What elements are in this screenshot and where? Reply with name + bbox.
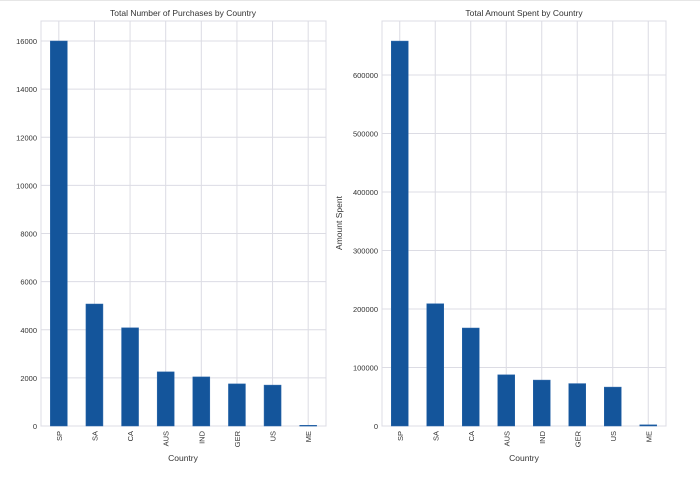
bar-us	[263, 384, 282, 427]
y-tick-label: 14000	[16, 85, 37, 94]
bar-me	[299, 425, 317, 427]
y-axis-label: Amount Spent	[334, 195, 344, 250]
chart-title: Total Number of Purchases by Country	[110, 8, 257, 18]
y-tick-label: 300000	[353, 247, 378, 256]
x-tick-label: GER	[233, 430, 242, 447]
x-tick-label: SA	[431, 431, 440, 441]
bar-ger	[568, 383, 586, 427]
x-tick-label: AUS	[162, 431, 171, 446]
x-tick-label: ME	[304, 431, 313, 442]
y-tick-label: 0	[33, 422, 37, 431]
x-tick-label: SA	[90, 431, 99, 441]
bar-aus	[497, 374, 515, 427]
x-tick-label: CA	[126, 431, 135, 441]
bar-ind	[533, 379, 551, 427]
x-tick-label: US	[269, 431, 278, 441]
chart-purchases: Total Number of Purchases by Country Cou…	[16, 8, 327, 463]
x-axis-label: Country	[168, 453, 199, 463]
bar-sp	[50, 40, 68, 427]
y-tick-label: 4000	[20, 326, 37, 335]
y-tick-label: 0	[374, 422, 378, 431]
chart-title: Total Amount Spent by Country	[465, 8, 583, 18]
bar-ca	[462, 327, 480, 427]
x-tick-label: SP	[396, 431, 405, 441]
y-tick-label: 500000	[353, 130, 378, 139]
x-axis-label: Country	[509, 453, 540, 463]
bar-ind	[192, 376, 211, 427]
grid	[381, 20, 667, 427]
y-tick-label: 200000	[353, 305, 378, 314]
y-tick-label: 100000	[353, 364, 378, 373]
bar-sa	[85, 303, 104, 427]
bar-aus	[156, 371, 175, 427]
bar-us	[604, 386, 622, 427]
plot-frame	[381, 20, 667, 427]
y-tick-label: 400000	[353, 188, 378, 197]
y-tick-label: 16000	[16, 37, 37, 46]
y-tick-label: 10000	[16, 181, 37, 190]
grid	[40, 20, 327, 427]
x-tick-label: GER	[573, 430, 582, 447]
y-tick-label: 12000	[16, 133, 37, 142]
bar-me	[639, 424, 657, 427]
bar-sp	[391, 40, 409, 427]
x-tick-label: IND	[197, 430, 206, 444]
y-tick-label: 600000	[353, 71, 378, 80]
plot-frame	[40, 20, 327, 427]
y-tick-label: 6000	[20, 278, 37, 287]
x-tick-label: SP	[55, 431, 64, 441]
chart-amount-spent: Total Amount Spent by Country Country Am…	[334, 8, 667, 463]
y-tick-label: 2000	[20, 374, 37, 383]
bar-sa	[426, 303, 444, 427]
y-tick-label: 8000	[20, 230, 37, 239]
bar-ger	[228, 383, 246, 427]
x-tick-label: CA	[467, 431, 476, 441]
x-tick-label: IND	[538, 430, 547, 444]
bar-ca	[121, 327, 139, 427]
x-tick-label: US	[609, 431, 618, 441]
x-tick-label: AUS	[502, 431, 511, 446]
x-tick-label: ME	[644, 431, 653, 442]
